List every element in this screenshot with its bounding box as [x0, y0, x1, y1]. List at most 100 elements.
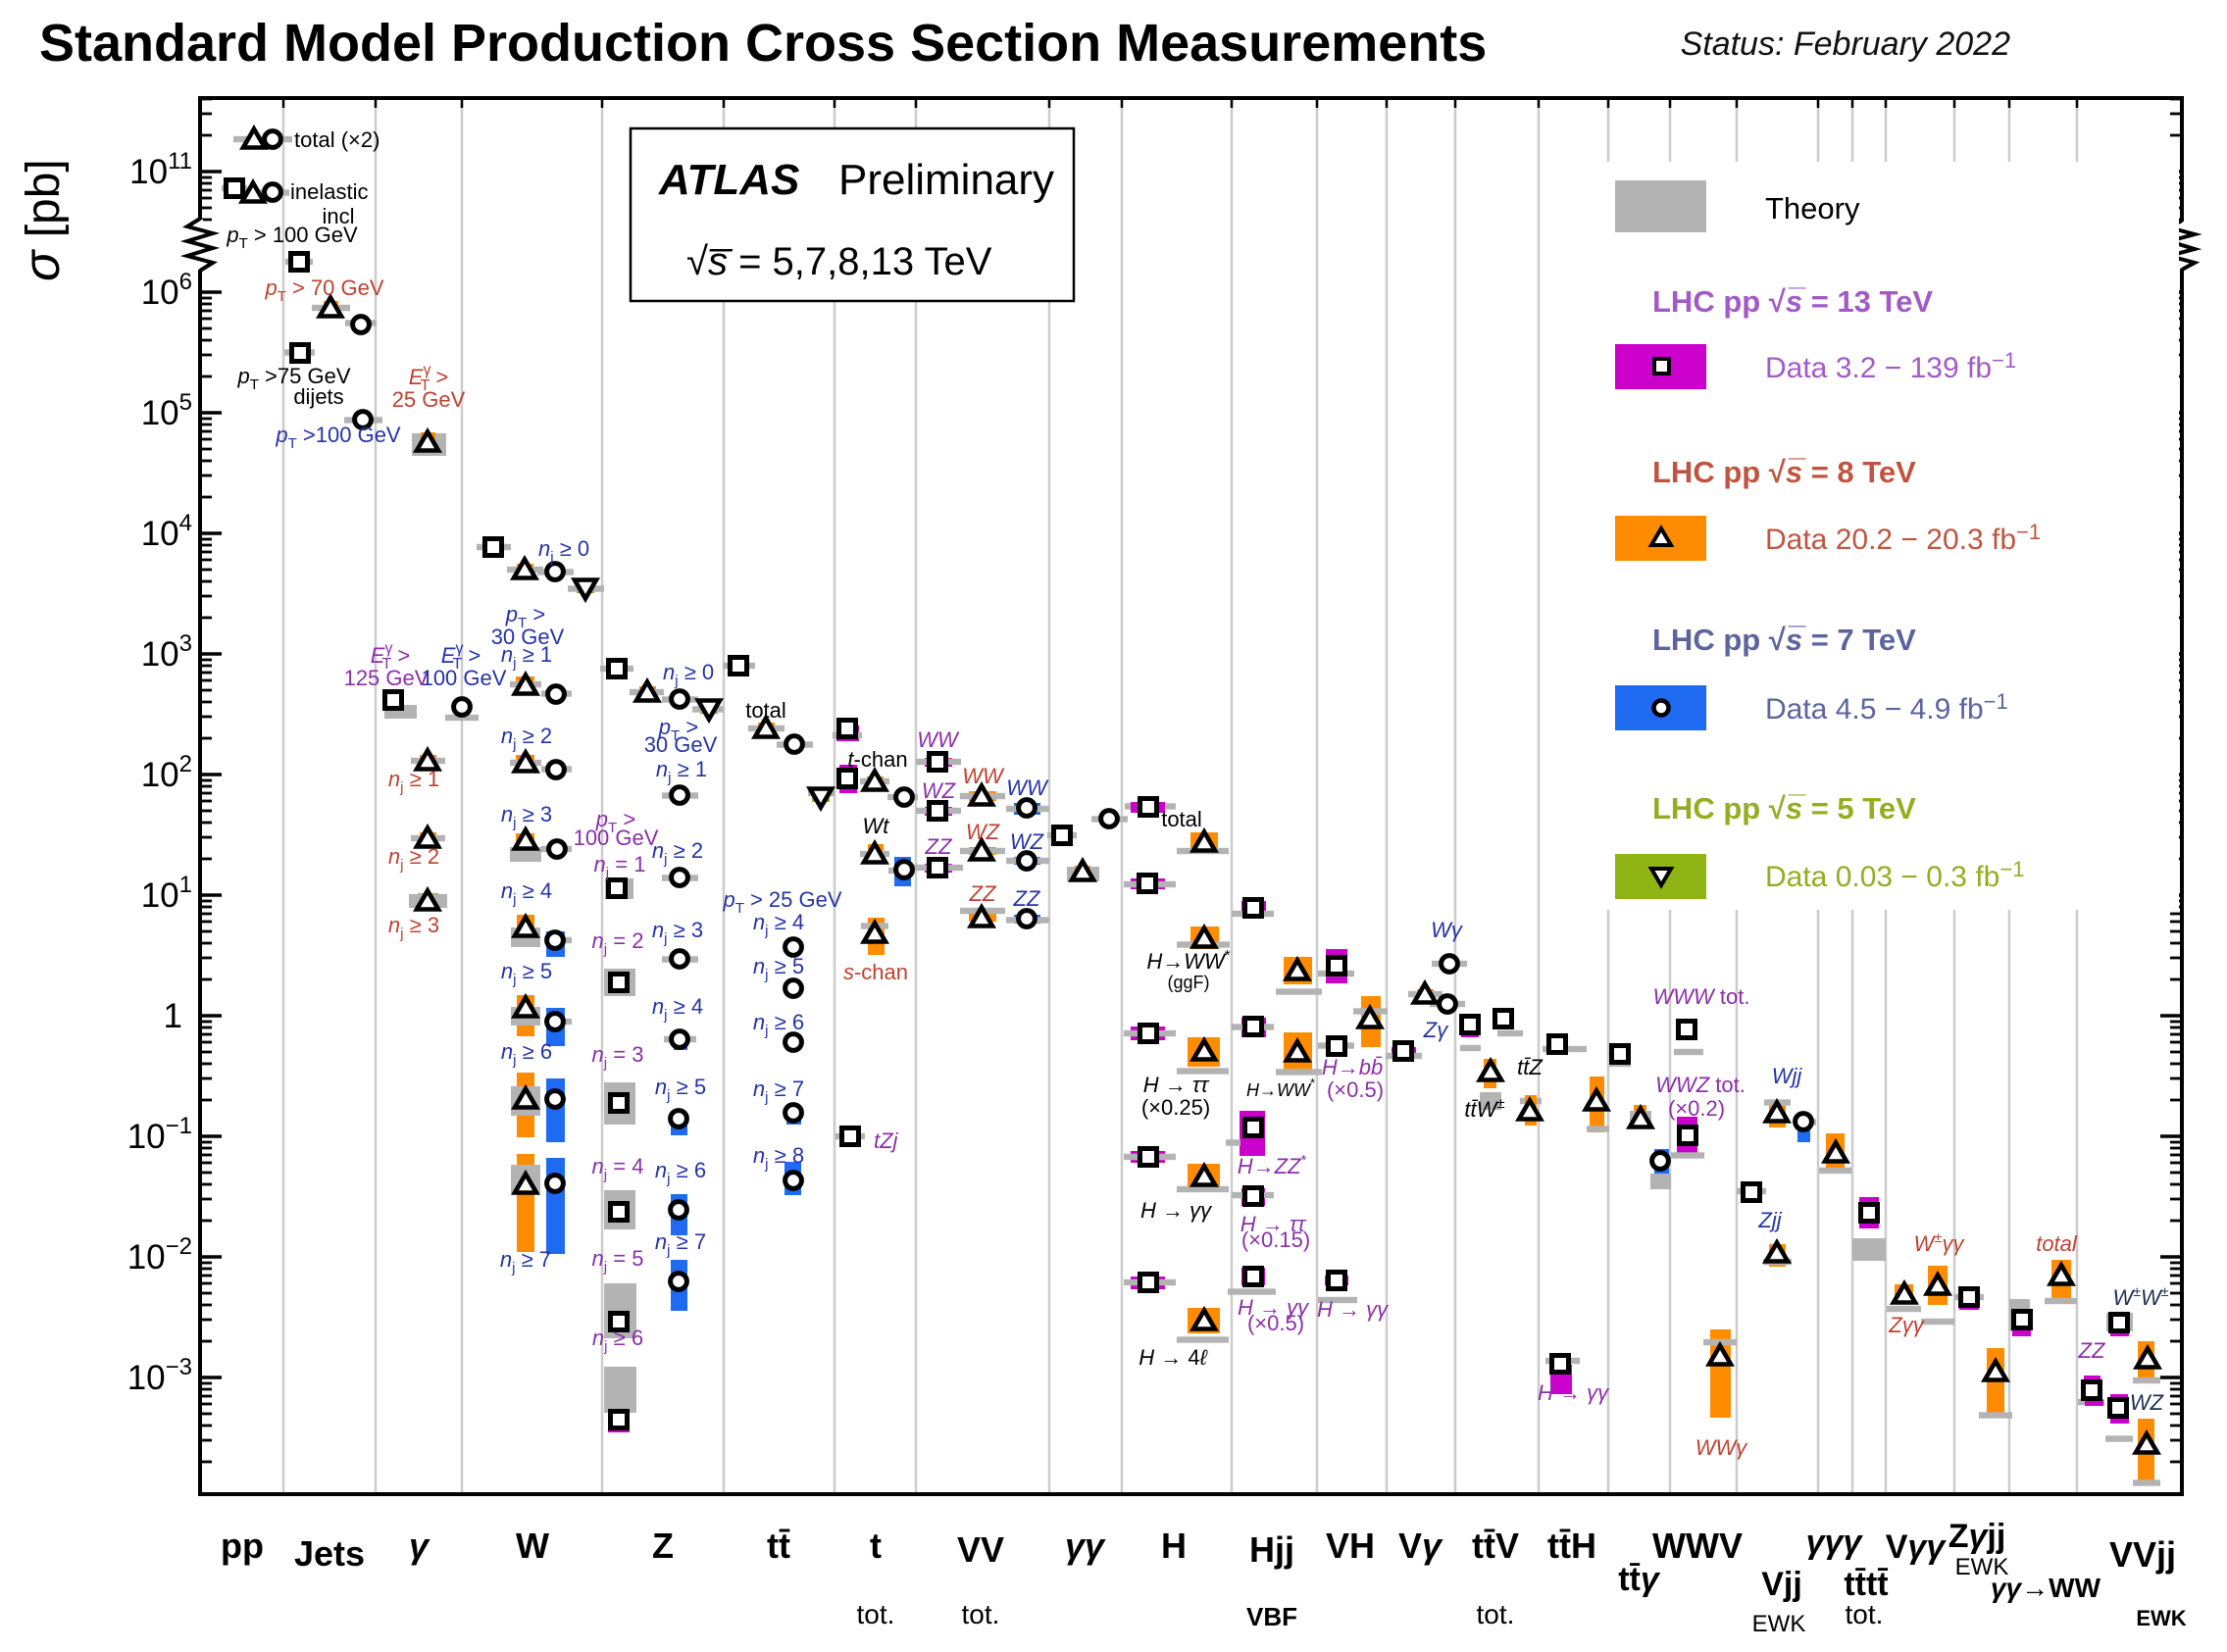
- svg-text:Jets: Jets: [294, 1533, 365, 1574]
- svg-text:Data 20.2 − 20.3 fb−1: Data 20.2 − 20.3 fb−1: [1765, 520, 2041, 556]
- svg-text:WW: WW: [917, 727, 960, 752]
- svg-text:H → ττ: H → ττ: [1240, 1212, 1307, 1236]
- svg-text:Data 0.03 − 0.3 fb−1: Data 0.03 − 0.3 fb−1: [1765, 857, 2024, 893]
- svg-text:LHC pp √s̅ = 5 TeV: LHC pp √s̅ = 5 TeV: [1652, 791, 1916, 826]
- svg-text:Vγ: Vγ: [1398, 1526, 1443, 1566]
- svg-text:Z: Z: [652, 1526, 674, 1566]
- svg-text:WZ: WZ: [2130, 1390, 2165, 1415]
- svg-text:EγT​ >: EγT​ >: [409, 362, 448, 394]
- svg-text:EWK: EWK: [1752, 1611, 1806, 1637]
- svg-text:H → γγ: H → γγ: [1140, 1198, 1213, 1223]
- svg-text:Zγ: Zγ: [1423, 1018, 1449, 1042]
- svg-text:√s̅ = 5,7,8,13 TeV: √s̅ = 5,7,8,13 TeV: [686, 240, 992, 283]
- svg-text:tot.: tot.: [1477, 1599, 1515, 1629]
- svg-text:H→ZZ*​: H→ZZ*​: [1238, 1152, 1307, 1178]
- svg-text:tt̄W±​: tt̄W±​: [1464, 1095, 1504, 1122]
- svg-text:Wjj: Wjj: [1772, 1064, 1803, 1088]
- svg-text:t: t: [870, 1526, 882, 1566]
- svg-text:Theory: Theory: [1765, 191, 1860, 225]
- svg-text:γ: γ: [409, 1526, 430, 1566]
- svg-text:H → γγ: H → γγ: [1317, 1297, 1390, 1322]
- svg-text:total (×2): total (×2): [294, 127, 380, 152]
- svg-text:tt̄γ: tt̄γ: [1618, 1561, 1661, 1598]
- svg-text:Data 4.5 − 4.9 fb−1: Data 4.5 − 4.9 fb−1: [1765, 689, 2008, 726]
- svg-text:Vγγ: Vγγ: [1886, 1528, 1948, 1566]
- svg-text:Zjj: Zjj: [1757, 1208, 1782, 1232]
- svg-text:1: 1: [164, 997, 182, 1035]
- svg-text:t-chan: t-chan: [847, 747, 907, 772]
- svg-text:WWW tot.: WWW tot.: [1653, 984, 1750, 1009]
- svg-text:Wγ: Wγ: [1431, 918, 1464, 942]
- svg-text:Standard Model Production Cros: Standard Model Production Cross Section …: [39, 14, 1487, 73]
- svg-text:30 GeV: 30 GeV: [491, 625, 565, 649]
- svg-text:tt̄H: tt̄H: [1547, 1526, 1596, 1566]
- svg-text:ZZ: ZZ: [2078, 1338, 2106, 1363]
- svg-text:W: W: [516, 1526, 549, 1566]
- svg-text:pp: pp: [221, 1526, 264, 1566]
- svg-text:Zγjj: Zγjj: [1949, 1518, 2006, 1555]
- svg-text:tot.: tot.: [962, 1599, 1000, 1629]
- svg-text:H→WW*​: H→WW*​: [1246, 1076, 1315, 1100]
- svg-text:ZZ: ZZ: [925, 834, 953, 859]
- svg-text:Hjj: Hjj: [1249, 1529, 1294, 1570]
- svg-text:100 GeV: 100 GeV: [422, 666, 507, 690]
- svg-text:γγ→WW: γγ→WW: [1991, 1573, 2101, 1603]
- svg-text:Data 3.2 − 139 fb−1: Data 3.2 − 139 fb−1: [1765, 348, 2016, 384]
- svg-text:total: total: [1161, 807, 1202, 831]
- svg-text:Wt: Wt: [863, 814, 890, 838]
- svg-text:ZZ: ZZ: [1013, 886, 1041, 911]
- svg-text:EγT​ >: EγT​ >: [371, 640, 410, 673]
- svg-text:125 GeV: 125 GeV: [344, 666, 430, 690]
- svg-text:100 GeV: 100 GeV: [574, 826, 659, 850]
- svg-text:EWK: EWK: [1955, 1554, 2009, 1580]
- svg-text:tt̄tt̄: tt̄tt̄: [1844, 1566, 1889, 1603]
- svg-text:ATLAS: ATLAS: [658, 156, 799, 204]
- svg-text:WWV: WWV: [1652, 1526, 1743, 1566]
- svg-text:(×0.15): (×0.15): [1241, 1227, 1310, 1252]
- svg-text:Zγγ: Zγγ: [1888, 1313, 1925, 1337]
- svg-text:tt̄: tt̄: [767, 1526, 790, 1566]
- svg-text:tot.: tot.: [1846, 1599, 1884, 1629]
- svg-text:LHC pp √s̅ = 7 TeV: LHC pp √s̅ = 7 TeV: [1652, 623, 1916, 657]
- svg-text:Vjj: Vjj: [1761, 1566, 1802, 1603]
- svg-text:H→bb̄: H→bb̄: [1322, 1055, 1383, 1079]
- svg-text:(×0.5): (×0.5): [1327, 1077, 1384, 1102]
- svg-text:σ [pb]: σ [pb]: [14, 159, 71, 281]
- svg-text:EWK: EWK: [2136, 1606, 2186, 1630]
- svg-text:tot.: tot.: [857, 1599, 895, 1629]
- svg-text:H→WW*​: H→WW*​: [1146, 947, 1230, 974]
- svg-text:ZZ: ZZ: [969, 881, 997, 906]
- svg-text:γγ: γγ: [1065, 1526, 1106, 1566]
- svg-text:WZ: WZ: [966, 820, 1001, 844]
- svg-text:Status: February 2022: Status: February 2022: [1681, 25, 2011, 63]
- svg-text:H: H: [1161, 1526, 1187, 1566]
- svg-text:VVjj: VVjj: [2109, 1534, 2176, 1575]
- svg-text:LHC pp √s̅ = 13 TeV: LHC pp √s̅ = 13 TeV: [1652, 284, 1933, 319]
- svg-text:total: total: [745, 698, 786, 723]
- svg-text:tt̄V: tt̄V: [1472, 1526, 1519, 1566]
- svg-text:incl: incl: [322, 204, 354, 228]
- svg-text:VBF: VBF: [1246, 1602, 1297, 1631]
- svg-text:30 GeV: 30 GeV: [644, 732, 718, 757]
- svg-text:WZ: WZ: [1010, 829, 1045, 854]
- svg-text:H → γγ: H → γγ: [1538, 1380, 1610, 1405]
- svg-text:WW: WW: [1006, 776, 1049, 800]
- svg-text:VV: VV: [957, 1529, 1004, 1570]
- svg-text:25 GeV: 25 GeV: [392, 387, 466, 412]
- svg-text:W±​γγ: W±​γγ: [1914, 1229, 1966, 1256]
- svg-text:EγT​ >: EγT​ >: [441, 640, 481, 673]
- svg-text:H → 4ℓ: H → 4ℓ: [1139, 1345, 1207, 1370]
- svg-text:inelastic: inelastic: [290, 179, 368, 204]
- svg-text:10−2: 10−2: [127, 1233, 192, 1277]
- svg-text:VH: VH: [1326, 1526, 1375, 1566]
- svg-text:total: total: [2036, 1231, 2078, 1256]
- svg-text:Preliminary: Preliminary: [838, 156, 1054, 204]
- svg-text:W±​W±​: W±​W±​: [2113, 1283, 2169, 1310]
- svg-text:(×0.25): (×0.25): [1141, 1095, 1210, 1120]
- svg-text:tZj: tZj: [874, 1128, 899, 1153]
- svg-text:H → γγ: H → γγ: [1238, 1295, 1310, 1320]
- svg-text:(×0.2): (×0.2): [1668, 1096, 1725, 1121]
- svg-text:(×0.5): (×0.5): [1247, 1311, 1304, 1335]
- svg-text:tt̄Z: tt̄Z: [1517, 1055, 1544, 1079]
- svg-text:s-chan: s-chan: [843, 960, 908, 984]
